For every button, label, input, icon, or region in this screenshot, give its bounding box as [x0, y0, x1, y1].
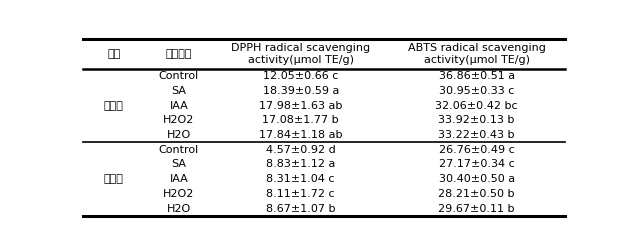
Text: IAA: IAA	[170, 101, 188, 111]
Text: 27.17±0.34 c: 27.17±0.34 c	[439, 159, 514, 169]
Text: 36.86±0.51 a: 36.86±0.51 a	[439, 71, 515, 81]
Text: 8.67±1.07 b: 8.67±1.07 b	[266, 204, 335, 214]
Text: 발아처리: 발아처리	[165, 49, 192, 59]
Text: 30.95±0.33 c: 30.95±0.33 c	[439, 86, 514, 96]
Text: 17.08±1.77 b: 17.08±1.77 b	[262, 115, 339, 125]
Text: H2O2: H2O2	[164, 189, 195, 199]
Text: SA: SA	[172, 159, 187, 169]
Text: 12.05±0.66 c: 12.05±0.66 c	[263, 71, 338, 81]
Text: DPPH radical scavenging
activity(μmol TE/g): DPPH radical scavenging activity(μmol TE…	[231, 43, 370, 65]
Text: Control: Control	[159, 71, 199, 81]
Text: 32.06±0.42 bc: 32.06±0.42 bc	[435, 101, 518, 111]
Text: IAA: IAA	[170, 174, 188, 184]
Text: 29.67±0.11 b: 29.67±0.11 b	[439, 204, 515, 214]
Text: H2O2: H2O2	[164, 115, 195, 125]
Text: ABTS radical scavenging
activity(μmol TE/g): ABTS radical scavenging activity(μmol TE…	[407, 43, 545, 65]
Text: Control: Control	[159, 145, 199, 155]
Text: 품종: 품종	[107, 49, 121, 59]
Text: 단아메: 단아메	[104, 101, 124, 111]
Text: 4.57±0.92 d: 4.57±0.92 d	[266, 145, 336, 155]
Text: 30.40±0.50 a: 30.40±0.50 a	[439, 174, 515, 184]
Text: 8.83±1.12 a: 8.83±1.12 a	[266, 159, 335, 169]
Text: 8.31±1.04 c: 8.31±1.04 c	[266, 174, 335, 184]
Text: 26.76±0.49 c: 26.76±0.49 c	[439, 145, 514, 155]
Text: 17.84±1.18 ab: 17.84±1.18 ab	[259, 130, 343, 140]
Text: 33.92±0.13 b: 33.92±0.13 b	[439, 115, 515, 125]
Text: 삼다찰: 삼다찰	[104, 174, 124, 184]
Text: SA: SA	[172, 86, 187, 96]
Text: 33.22±0.43 b: 33.22±0.43 b	[439, 130, 515, 140]
Text: 28.21±0.50 b: 28.21±0.50 b	[439, 189, 515, 199]
Text: H2O: H2O	[167, 204, 191, 214]
Text: 8.11±1.72 c: 8.11±1.72 c	[266, 189, 335, 199]
Text: 18.39±0.59 a: 18.39±0.59 a	[262, 86, 339, 96]
Text: H2O: H2O	[167, 130, 191, 140]
Text: 17.98±1.63 ab: 17.98±1.63 ab	[259, 101, 342, 111]
